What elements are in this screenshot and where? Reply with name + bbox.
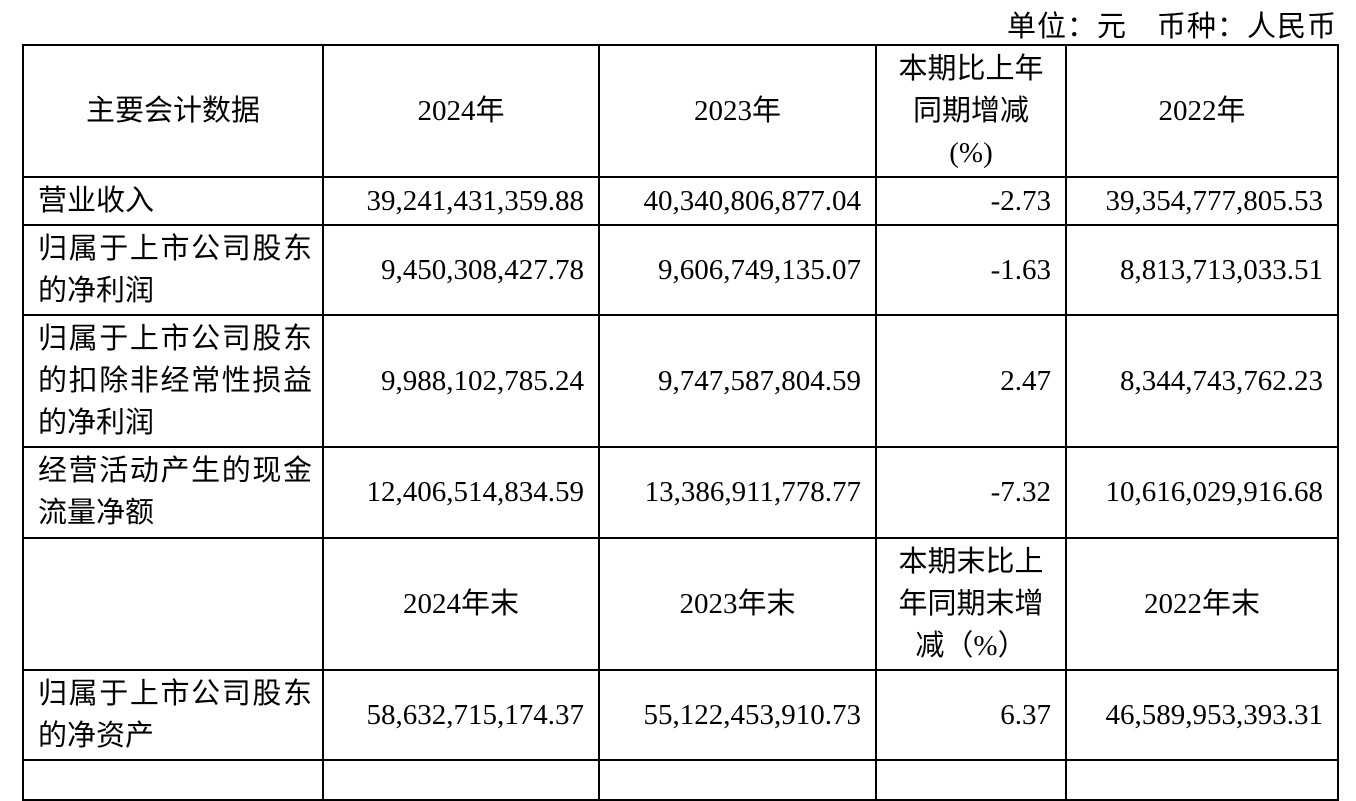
metric-value: 8,344,743,762.23 [1065, 314, 1339, 449]
metric-value: 9,450,308,427.78 [322, 224, 600, 317]
metric-value: 46,589,953,393.31 [1065, 668, 1339, 761]
table-row: 营业收入 39,241,431,359.88 40,340,806,877.04 -2… [22, 176, 1339, 227]
table-row: 归属于上市公司股东的扣除非经常性损益的净利润 9,988,102,785.24 9,… [22, 314, 1339, 449]
column-header: 2024年 [322, 43, 600, 179]
column-header: 2023年末 [598, 536, 877, 671]
metric-value: 40,340,806,877.04 [598, 176, 877, 227]
metric-value: 10,616,029,916.68 [1065, 446, 1339, 539]
metric-value: 6.37 [875, 668, 1067, 761]
empty-cell [322, 758, 600, 801]
metric-label: 经营活动产生的现金流量净额 [22, 446, 324, 539]
metric-label: 营业收入 [22, 176, 324, 227]
table-body: 主要会计数据 2024年 2023年 本期比上年 同期增减 (%) 2022年 营业收入 3… [22, 43, 1339, 801]
metric-value: 13,386,911,778.77 [598, 446, 877, 539]
column-header: 2022年末 [1065, 536, 1339, 671]
column-header: 2022年 [1065, 43, 1339, 179]
metric-label: 归属于上市公司股东的扣除非经常性损益的净利润 [22, 314, 324, 449]
empty-cell [22, 758, 324, 801]
key-accounting-data-table: 主要会计数据 2024年 2023年 本期比上年 同期增减 (%) 2022年 营业收入 3… [22, 43, 1339, 801]
metric-value: 9,606,749,135.07 [598, 224, 877, 317]
unit-currency-caption: 单位：元 币种：人民币 [1006, 11, 1337, 43]
table-header-row: 2024年末 2023年末 本期末比上 年同期末增 减（%） 2022年末 [22, 536, 1339, 671]
metric-value: 12,406,514,834.59 [322, 446, 600, 539]
column-header: 2023年 [598, 43, 877, 179]
metric-value: 9,988,102,785.24 [322, 314, 600, 449]
metric-label: 归属于上市公司股东的净利润 [22, 224, 324, 317]
metric-value: 58,632,715,174.37 [322, 668, 600, 761]
metric-value: -1.63 [875, 224, 1067, 317]
metric-value: 9,747,587,804.59 [598, 314, 877, 449]
metric-value: 55,122,453,910.73 [598, 668, 877, 761]
row-label-header: 主要会计数据 [22, 43, 324, 179]
table-row [22, 758, 1339, 801]
empty-cell [598, 758, 877, 801]
metric-value: -7.32 [875, 446, 1067, 539]
table-row: 归属于上市公司股东的净利润 9,450,308,427.78 9,606,749,1… [22, 224, 1339, 317]
metric-value: 2.47 [875, 314, 1067, 449]
column-header: 本期比上年 同期增减 (%) [875, 43, 1067, 179]
metric-value: 39,354,777,805.53 [1065, 176, 1339, 227]
empty-cell [1065, 758, 1339, 801]
table-header-row: 主要会计数据 2024年 2023年 本期比上年 同期增减 (%) 2022年 [22, 43, 1339, 179]
metric-value: -2.73 [875, 176, 1067, 227]
column-header: 2024年末 [322, 536, 600, 671]
empty-cell [22, 536, 324, 671]
table-row: 归属于上市公司股东的净资产 58,632,715,174.37 55,122,453… [22, 668, 1339, 761]
empty-cell [875, 758, 1067, 801]
metric-value: 8,813,713,033.51 [1065, 224, 1339, 317]
metric-label: 归属于上市公司股东的净资产 [22, 668, 324, 761]
column-header: 本期末比上 年同期末增 减（%） [875, 536, 1067, 671]
table-row: 经营活动产生的现金流量净额 12,406,514,834.59 13,386,911… [22, 446, 1339, 539]
metric-value: 39,241,431,359.88 [322, 176, 600, 227]
